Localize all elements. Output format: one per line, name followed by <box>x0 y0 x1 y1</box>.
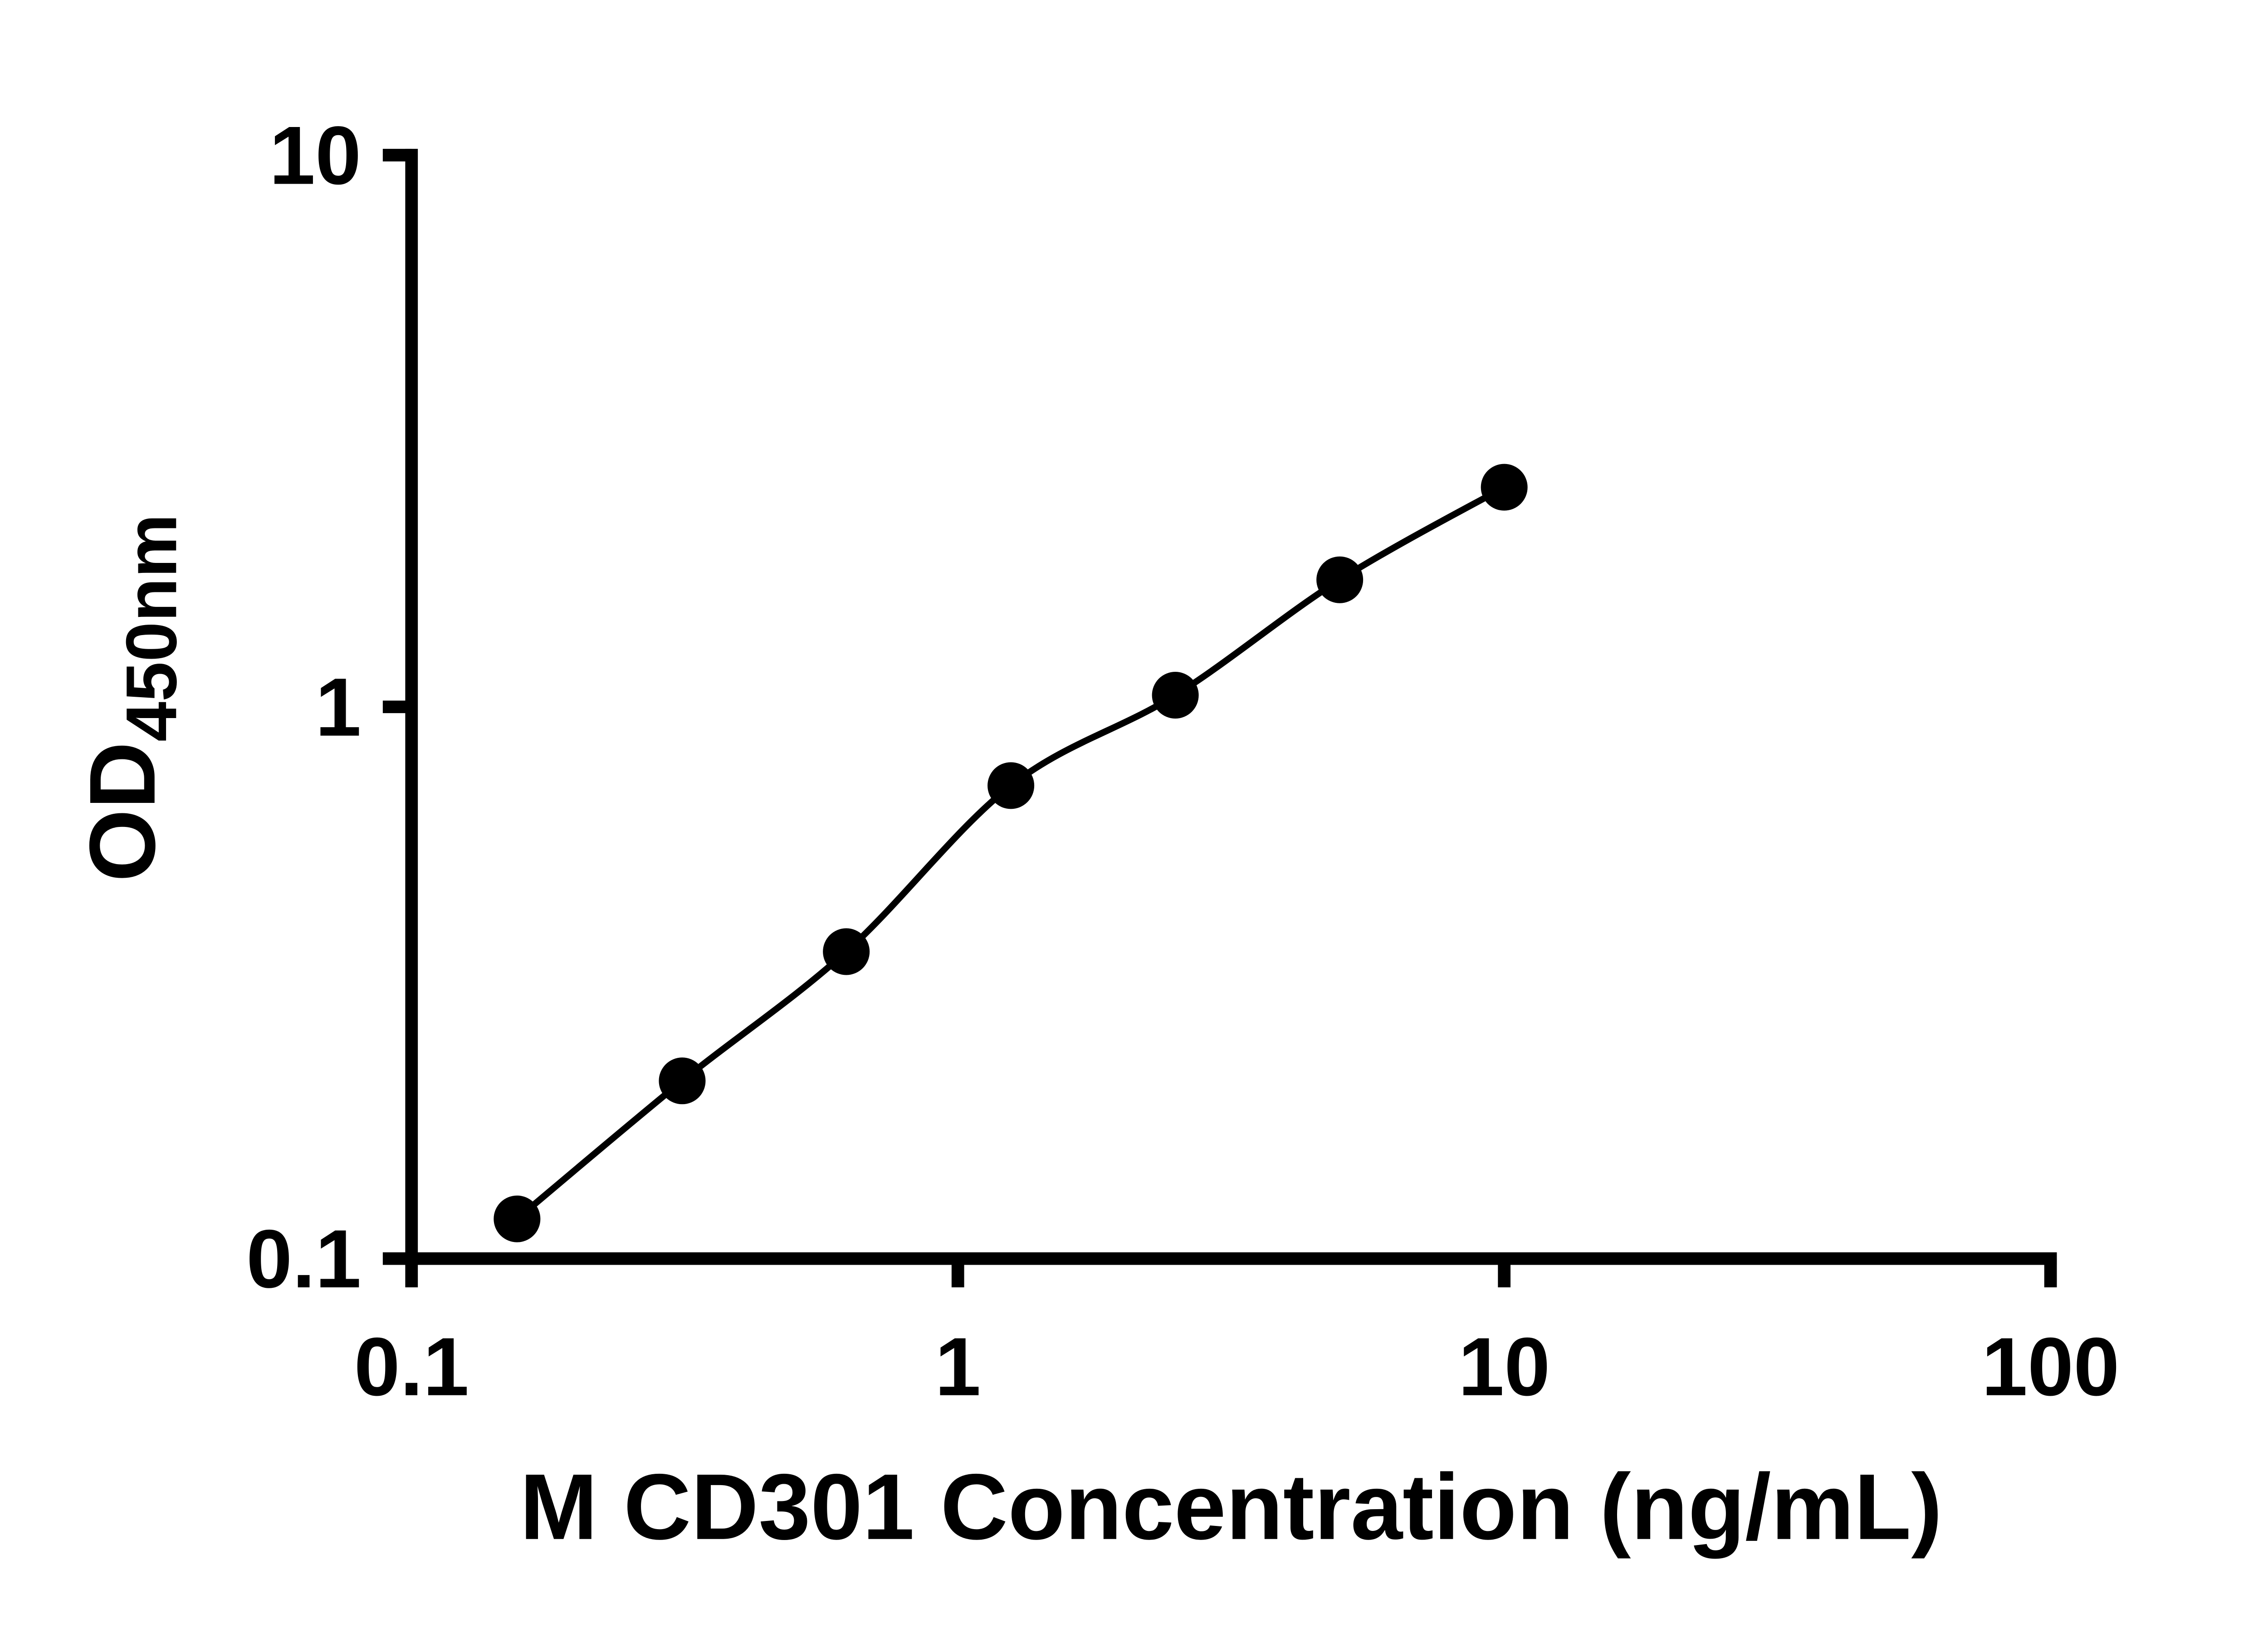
x-tick-label: 1 <box>935 1320 981 1413</box>
standard-curve-line <box>515 484 1506 1222</box>
y-tick-label: 10 <box>269 109 362 201</box>
data-point <box>1316 556 1364 603</box>
data-point <box>659 1057 706 1105</box>
data-point <box>823 928 870 975</box>
x-tick-label: 100 <box>1982 1320 2120 1413</box>
y-axis-title-subscript: 450nm <box>111 514 191 742</box>
data-point <box>987 762 1035 809</box>
data-point <box>1481 464 1528 511</box>
x-tick-label: 10 <box>1458 1320 1550 1413</box>
data-point <box>494 1195 541 1242</box>
x-tick-label: 0.1 <box>354 1320 469 1413</box>
y-axis-title: OD450nm <box>70 514 192 882</box>
y-tick-label: 0.1 <box>246 1213 361 1305</box>
plot-area: 0.1 1 10 100 0.1 1 10 <box>246 109 2120 1413</box>
axes <box>405 149 2057 1265</box>
y-axis-title-main: OD <box>70 742 175 882</box>
data-point <box>1152 672 1199 719</box>
y-tick-label: 1 <box>315 661 361 753</box>
x-axis-title: M CD301 Concentration (ng/mL) <box>520 1454 1942 1559</box>
